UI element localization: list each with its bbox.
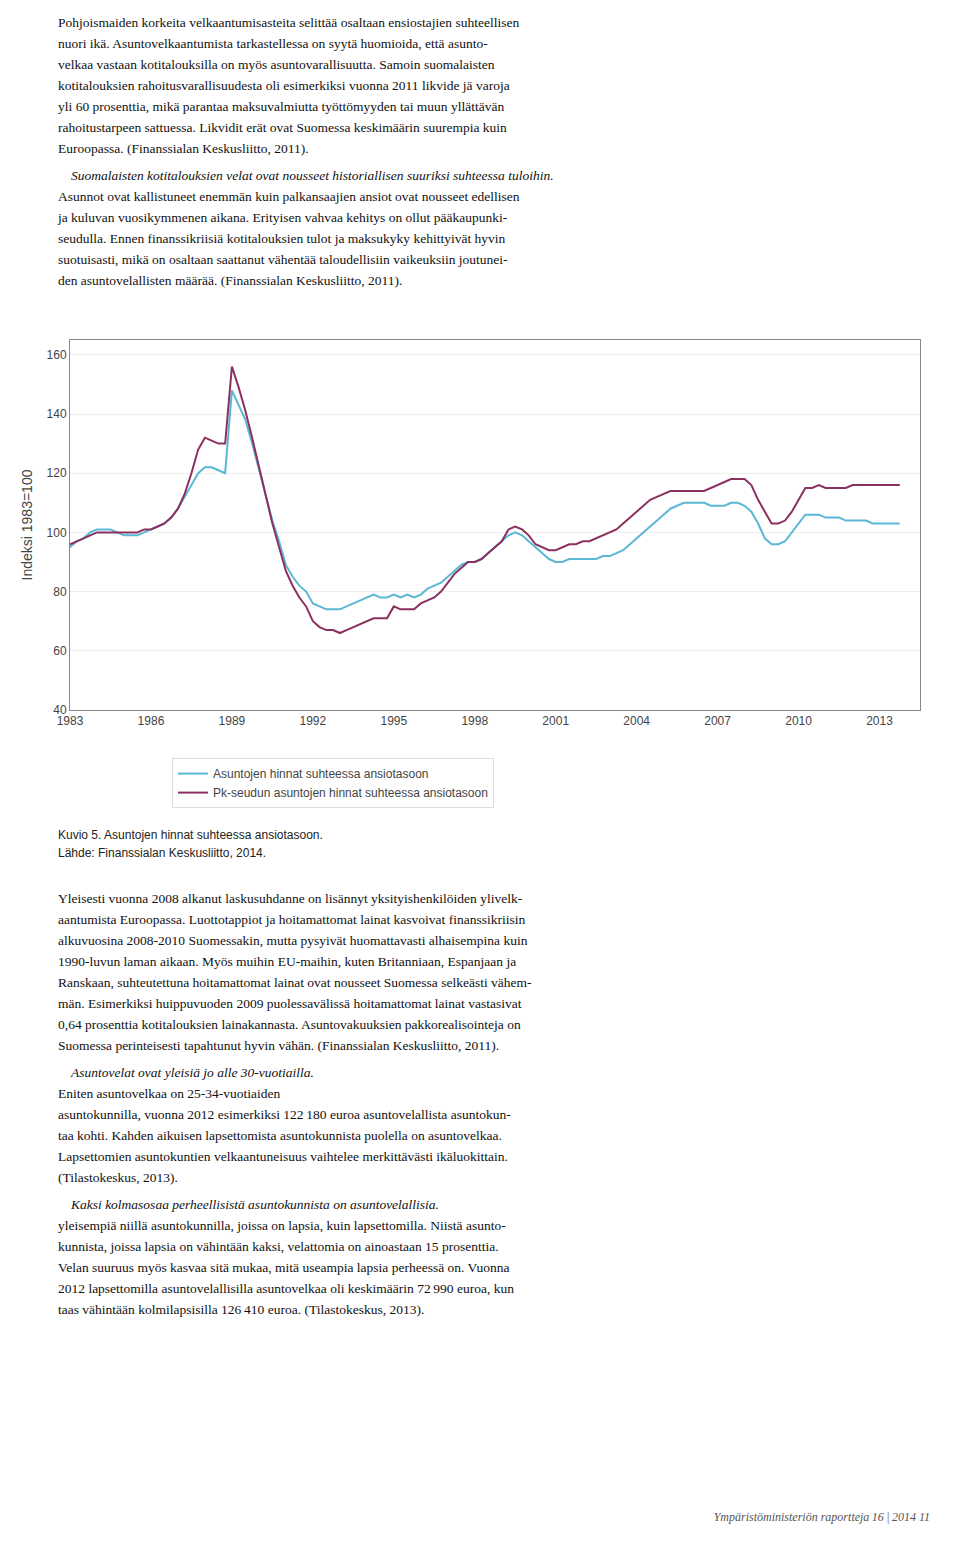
html-text:ja kuluvan vuosikymmenen aikan: ja kuluvan vuosikymmenen aikana. Erityis…	[58, 210, 508, 225]
html-text:taa kohti. Kahden aikuisen lap: taa kohti. Kahden aikuisen lapsettomista…	[58, 1128, 502, 1143]
html-text:yli 60 prosenttia, mikä parant: yli 60 prosenttia, mikä parantaa maksuva…	[58, 99, 505, 114]
html-text:Yleisesti vuonna 2008 alkanut: Yleisesti vuonna 2008 alkanut laskusuhda…	[58, 891, 523, 906]
svg-text:2004: 2004	[623, 714, 650, 728]
html-text:nuori ikä. Asuntovelkaantumist: nuori ikä. Asuntovelkaantumista tarkaste…	[58, 36, 488, 51]
html-text:Suomessa perinteisesti tapahtu: Suomessa perinteisesti tapahtunut hyvin …	[58, 1038, 500, 1053]
html-text:Euroopassa. (Finanssialan Kesk: Euroopassa. (Finanssialan Keskusliitto, …	[58, 141, 309, 156]
html-text:Kaksi kolmasosaa perheellisist: Kaksi kolmasosaa perheellisistä asuntoku…	[71, 1197, 439, 1212]
svg-text:60: 60	[53, 644, 67, 658]
svg-text:80: 80	[53, 585, 67, 599]
html-text:män. Esimerkiksi huippuvuoden: män. Esimerkiksi huippuvuoden 2009 puole…	[58, 996, 522, 1011]
svg-text:160: 160	[47, 348, 67, 362]
svg-text:140: 140	[47, 407, 67, 421]
html-text:taas vähintään kolmilapsisilla: taas vähintään kolmilapsisilla 126 410 e…	[58, 1302, 425, 1317]
html-text:aantumista Euroopassa. Luottot: aantumista Euroopassa. Luottotappiot ja …	[58, 912, 526, 927]
html-text:kotitalouksien rahoitusvaralli: kotitalouksien rahoitusvarallisuudesta o…	[58, 78, 510, 93]
svg-text:2007: 2007	[704, 714, 731, 728]
svg-text:1995: 1995	[380, 714, 407, 728]
html-text:Asunnot ovat kallistuneet enem: Asunnot ovat kallistuneet enemmän kuin p…	[58, 189, 520, 204]
html-text:Eniten asuntovelkaa on 25-34-v: Eniten asuntovelkaa on 25-34-vuotiaiden	[58, 1086, 281, 1101]
svg-text:1986: 1986	[138, 714, 165, 728]
svg-text:100: 100	[47, 526, 67, 540]
html-text:0,64 prosenttia kotitalouksien: 0,64 prosenttia kotitalouksien lainakann…	[58, 1017, 521, 1032]
html-text:Velan suuruus myös kasvaa sitä: Velan suuruus myös kasvaa sitä mukaa, mi…	[58, 1260, 510, 1275]
svg-text:2013: 2013	[866, 714, 893, 728]
html-text:2012 lapsettomilla asuntovelal: 2012 lapsettomilla asuntovelallisilla as…	[58, 1281, 514, 1296]
svg-text:1983: 1983	[57, 714, 84, 728]
svg-text:1989: 1989	[219, 714, 246, 728]
html-text:Pohjoismaiden korkeita velkaan: Pohjoismaiden korkeita velkaantumisastei…	[58, 15, 520, 30]
html-text:Ympäristöministeriön raporttej: Ympäristöministeriön raportteja 16 | 201…	[713, 1510, 930, 1524]
svg-text:Pk-seudun asuntojen hinnat suh: Pk-seudun asuntojen hinnat suhteessa ans…	[213, 786, 488, 800]
html-text:suotuisasti, mikä on osaltaan: suotuisasti, mikä on osaltaan saattanut …	[58, 252, 508, 267]
svg-text:Asuntojen hinnat suhteessa ans: Asuntojen hinnat suhteessa ansiotasoon	[213, 767, 429, 781]
html-text:velkaa vastaan kotitalouksilla: velkaa vastaan kotitalouksilla on myös a…	[58, 57, 495, 72]
html-text:seudulla. Ennen finanssikriisi: seudulla. Ennen finanssikriisiä kotitalo…	[58, 231, 506, 246]
html-text:asuntokunnilla, vuonna 2012 es: asuntokunnilla, vuonna 2012 esimerkiksi …	[58, 1107, 511, 1122]
html-text:yleisempiä niillä asuntokunnil: yleisempiä niillä asuntokunnilla, joissa…	[58, 1218, 506, 1233]
svg-text:Indeksi 1983=100: Indeksi 1983=100	[19, 469, 35, 580]
html-text:Ranskaan, suhteutettuna hoitam: Ranskaan, suhteutettuna hoitamattomat la…	[58, 975, 532, 990]
html-text:Lapsettomien asuntokuntien vel: Lapsettomien asuntokuntien velkaantuneis…	[58, 1149, 508, 1164]
svg-text:2010: 2010	[785, 714, 812, 728]
html-text:rahoitustarpeen sattuessa. Lik: rahoitustarpeen sattuessa. Likvidit erät…	[58, 120, 507, 135]
svg-text:1992: 1992	[300, 714, 327, 728]
html-text:Kuvio 5. Asuntojen hinnat suht: Kuvio 5. Asuntojen hinnat suhteessa ansi…	[58, 828, 323, 842]
svg-text:2001: 2001	[542, 714, 569, 728]
html-text:(Tilastokeskus, 2013).: (Tilastokeskus, 2013).	[58, 1170, 178, 1185]
html-text:kunnista, joissa lapsia on väh: kunnista, joissa lapsia on vähintään kak…	[58, 1239, 499, 1254]
html-text:alkuvuosina 2008-2010 Suomessa: alkuvuosina 2008-2010 Suomessakin, mutta…	[58, 933, 528, 948]
html-text:Suomalaisten kotitalouksien ve: Suomalaisten kotitalouksien velat ovat n…	[71, 168, 554, 183]
html-text:Lähde: Finanssialan Keskusliit: Lähde: Finanssialan Keskusliitto, 2014.	[58, 846, 267, 860]
html-text:den asuntovelallisten määrää.: den asuntovelallisten määrää. (Finanssia…	[58, 273, 403, 288]
html-text:Asuntovelat ovat yleisiä jo al: Asuntovelat ovat yleisiä jo alle 30-vuot…	[71, 1065, 314, 1080]
html-text:1990-luvun laman aikaan. Myös: 1990-luvun laman aikaan. Myös muihin EU-…	[58, 954, 517, 969]
svg-text:120: 120	[47, 466, 67, 480]
svg-text:1998: 1998	[461, 714, 488, 728]
svg-text:40: 40	[53, 703, 67, 717]
